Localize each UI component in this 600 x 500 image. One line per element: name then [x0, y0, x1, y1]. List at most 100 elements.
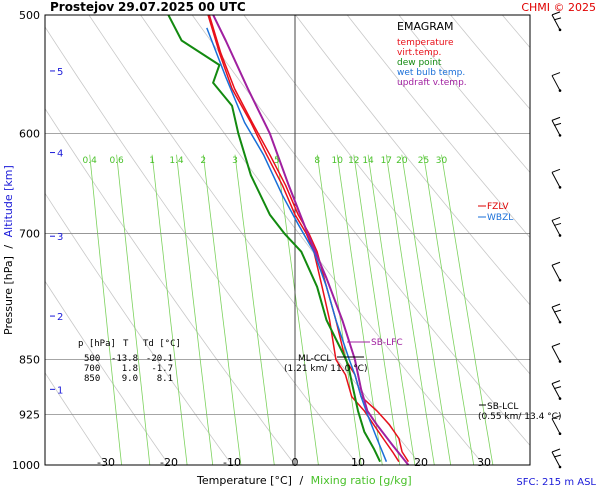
wind-barbs — [551, 11, 562, 469]
wind-barb-base — [558, 234, 562, 237]
altitude-tick-label: 1 — [57, 385, 63, 396]
plot-area — [45, 15, 530, 465]
mixing-ratio-label: 12 — [348, 156, 359, 166]
mixing-ratio-line — [353, 154, 401, 465]
wind-barb — [551, 116, 562, 137]
wind-barb-flag — [553, 17, 562, 21]
table-row-p: 500 — [84, 354, 100, 364]
dry-adiabat-line — [45, 280, 170, 465]
wind-barb-staff — [551, 14, 561, 31]
wind-barb-flag — [551, 168, 561, 173]
mixing-ratio-lines — [89, 154, 494, 465]
legend-virt-temp: virt.temp. — [397, 48, 441, 58]
mixing-ratio-label: 14 — [362, 156, 374, 166]
mixing-ratio-line — [367, 154, 416, 465]
wbzl-label: WBZL — [487, 213, 513, 223]
wind-barb-staff — [551, 383, 561, 399]
wind-barb-base — [558, 28, 562, 32]
mixing-ratio-line — [385, 154, 435, 465]
legend: EMAGRAM temperature virt.temp. dew point… — [397, 20, 467, 88]
pressure-tick-label: 925 — [19, 408, 40, 421]
wind-barb-staff — [551, 264, 561, 281]
wind-barb-staff — [551, 75, 561, 91]
wind-barb-base — [558, 320, 562, 324]
wind-barb-staff — [551, 346, 561, 362]
wind-barb — [551, 343, 562, 363]
series-line-wet-bulb-temp — [206, 27, 388, 462]
temperature-tick-label: -10 — [223, 456, 241, 469]
wind-barb-flag — [551, 343, 561, 347]
altitude-tick-label: 3 — [57, 232, 63, 243]
wind-barb-staff — [551, 172, 561, 188]
plot-frame — [44, 14, 531, 466]
table-header-td: Td [°C] — [143, 339, 181, 349]
temperature-axis: -30 -20 -10 0 10 20 30 — [97, 456, 491, 469]
mixing-ratio-label: 1.4 — [169, 156, 184, 166]
legend-updraft: updraft v.temp. — [397, 78, 467, 88]
table-row-t: -13.8 — [111, 354, 138, 364]
mixing-ratio-line — [316, 154, 362, 465]
wind-barb-base — [558, 134, 562, 137]
wind-barb-flag — [553, 386, 562, 390]
wind-barb-staff — [551, 120, 561, 136]
wind-barb-flag — [551, 216, 561, 221]
surface-elevation: SFC: 215 m ASL — [516, 477, 596, 488]
mixing-ratio-label: 20 — [396, 156, 408, 166]
dry-adiabat-line — [191, 15, 530, 446]
table-row-p: 850 — [84, 374, 100, 384]
dry-adiabat-line — [140, 15, 485, 465]
y-axis-separator: / — [2, 245, 15, 249]
table-row-p: 700 — [84, 364, 100, 374]
wind-barb — [551, 72, 562, 92]
table-row-td: 8.1 — [157, 374, 173, 384]
mixing-ratio-label: 0.6 — [109, 156, 124, 166]
mixing-ratio-label: 0.4 — [83, 156, 98, 166]
pressure-tick-label: 700 — [19, 227, 40, 240]
mixing-ratio-label: 3 — [232, 156, 238, 166]
table-header-t: T — [123, 339, 129, 349]
wind-barb-flag — [551, 11, 561, 16]
wind-barb-base — [558, 432, 562, 435]
station-name: Prostejov — [50, 0, 114, 14]
sounding-table: p [hPa] T Td [°C] 500 -13.8 -20.1 700 1.… — [78, 339, 181, 384]
mixing-ratio-label: 8 — [314, 156, 320, 166]
legend-temperature: temperature — [397, 38, 454, 48]
mixing-ratio-label: 17 — [381, 156, 392, 166]
pressure-axis: 500 600 700 850 925 1000 — [12, 9, 40, 472]
wind-barb-base — [558, 89, 562, 92]
wind-barb-flag — [551, 72, 561, 77]
sb-lfc-label: SB-LFC — [371, 338, 403, 348]
y-axis-pressure-label: Pressure [hPa] — [2, 256, 15, 335]
wind-barb — [551, 216, 562, 237]
wind-barb-staff — [551, 220, 561, 236]
mixing-ratio-labels: 0.4 0.6 1 1.4 2 3 5 8 10 12 14 17 20 25 30 — [83, 156, 448, 166]
dry-adiabat-line — [346, 15, 530, 239]
series-line-temperature — [207, 15, 400, 463]
mixing-ratio-line — [202, 154, 242, 465]
wind-barb — [551, 415, 562, 435]
mixing-ratio-label: 10 — [331, 156, 343, 166]
mixing-ratio-line — [423, 154, 475, 465]
pressure-tick-label: 850 — [19, 353, 40, 366]
sb-lcl-detail: (0.55 km/ 13.4 °C) — [478, 412, 561, 422]
table-row-t: 9.0 — [122, 374, 138, 384]
isobar-gridlines — [45, 132, 530, 415]
table-row-t: 1.8 — [122, 364, 138, 374]
table-row-td: -20.1 — [146, 354, 173, 364]
mixing-ratio-line — [276, 154, 319, 465]
wind-barb — [551, 380, 562, 400]
sounding-datetime: 29.07.2025 00 UTC — [118, 0, 246, 14]
wind-barb-base — [558, 397, 562, 400]
pressure-tick-label: 1000 — [12, 459, 40, 472]
dry-adiabat-line — [45, 372, 107, 465]
dry-adiabat-line — [45, 26, 359, 465]
dry-adiabat-line — [88, 15, 422, 465]
dry-adiabat-line — [295, 15, 530, 306]
wind-barb-flag — [553, 309, 562, 313]
altitude-axis: 1 2 3 4 5 — [50, 67, 63, 396]
dry-adiabat-line — [398, 15, 530, 174]
wind-barb-flag — [551, 448, 561, 453]
series-line-updraft-v-temp — [212, 15, 410, 465]
wind-barb-staff — [551, 306, 561, 323]
altitude-tick-label: 4 — [57, 149, 63, 160]
